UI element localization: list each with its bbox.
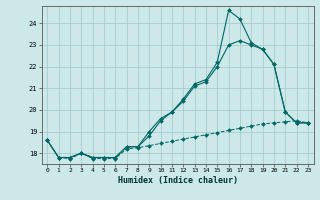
X-axis label: Humidex (Indice chaleur): Humidex (Indice chaleur) xyxy=(118,176,237,185)
